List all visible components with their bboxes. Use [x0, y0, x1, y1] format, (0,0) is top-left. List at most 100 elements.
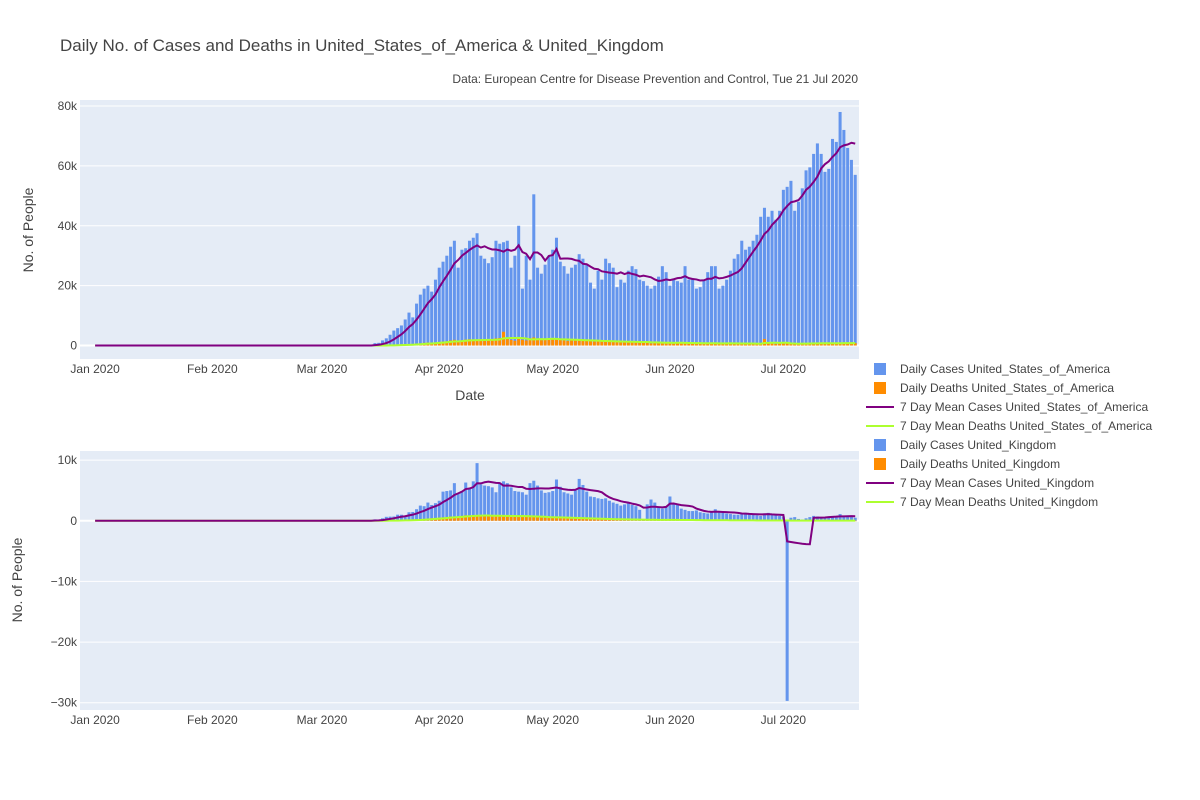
daily-deaths-bar [528, 338, 532, 346]
daily-deaths-bar [471, 514, 475, 521]
daily-cases-bar [698, 512, 702, 521]
daily-cases-bar [581, 484, 585, 521]
legend[interactable]: Daily Cases United_States_of_America Dail… [866, 362, 1152, 509]
daily-cases-bar [842, 129, 846, 346]
daily-cases-bar [585, 491, 589, 521]
daily-cases-bar [524, 255, 528, 346]
legend-swatch-bar [874, 458, 886, 470]
daily-cases-bar [604, 258, 608, 346]
daily-cases-bar [664, 272, 668, 346]
x-tick-labels-uk: Jan 2020 Feb 2020 Mar 2020 Apr 2020 May 2020… [70, 713, 806, 727]
daily-cases-bar [725, 513, 729, 521]
daily-cases-bar [479, 255, 483, 346]
daily-cases-bar [675, 504, 679, 521]
daily-cases-bar [566, 493, 570, 521]
legend-item[interactable]: Daily Cases United_Kingdom [874, 438, 1056, 452]
daily-deaths-bar [532, 337, 536, 346]
daily-deaths-bar [505, 338, 509, 346]
daily-deaths-bar [490, 516, 494, 521]
daily-cases-bar [600, 279, 604, 346]
daily-cases-bar [683, 509, 687, 521]
x-tick-label: Jul 2020 [761, 362, 807, 376]
legend-item[interactable]: Daily Deaths United_States_of_America [874, 381, 1114, 395]
daily-cases-bar [626, 270, 630, 346]
daily-deaths-bar [630, 341, 634, 346]
daily-deaths-bar [778, 343, 782, 346]
legend-item[interactable]: Daily Deaths United_Kingdom [874, 457, 1060, 471]
daily-deaths-bar [573, 518, 577, 521]
legend-item[interactable]: Daily Cases United_States_of_America [874, 362, 1110, 376]
daily-deaths-bar [566, 518, 570, 521]
daily-cases-bar [653, 285, 657, 346]
daily-deaths-bar [467, 515, 472, 521]
legend-swatch-bar [874, 439, 886, 451]
daily-deaths-bar [604, 518, 608, 521]
x-axis-title-usa: Date [455, 387, 485, 403]
daily-deaths-bar [452, 339, 456, 346]
daily-cases-bar [698, 287, 702, 346]
daily-cases-bar [660, 266, 664, 346]
legend-item[interactable]: 7 Day Mean Cases United_Kingdom [866, 476, 1094, 490]
daily-cases-bar [502, 481, 506, 521]
daily-deaths-bar [766, 342, 770, 346]
daily-deaths-bar [524, 516, 528, 521]
daily-deaths-bar [744, 344, 748, 346]
daily-cases-bar [626, 503, 630, 521]
daily-cases-bar [418, 294, 422, 346]
daily-cases-bar [573, 490, 577, 521]
daily-cases-bar [430, 291, 434, 346]
daily-deaths-bar [558, 339, 562, 346]
daily-deaths-bar [781, 343, 785, 346]
x-tick-label: Jun 2020 [645, 713, 695, 727]
daily-deaths-bar [543, 517, 547, 521]
daily-cases-bar [645, 285, 649, 346]
daily-cases-bar [740, 240, 744, 346]
daily-deaths-bar [494, 516, 498, 521]
daily-deaths-bar [694, 343, 698, 346]
daily-cases-bar [543, 492, 547, 521]
daily-deaths-bar [736, 343, 740, 346]
daily-deaths-bar [452, 516, 456, 521]
daily-deaths-bar [479, 339, 483, 346]
x-tick-label: Apr 2020 [415, 362, 464, 376]
daily-cases-bar [592, 288, 596, 346]
daily-deaths-bar [740, 343, 744, 346]
legend-item[interactable]: 7 Day Mean Cases United_States_of_Americ… [866, 400, 1148, 414]
daily-cases-bar [467, 240, 472, 346]
daily-deaths-bar [638, 342, 642, 346]
daily-deaths-bar [607, 519, 611, 521]
daily-cases-bar [747, 514, 751, 521]
daily-cases-bar [664, 506, 668, 521]
daily-deaths-bar [846, 343, 850, 346]
daily-cases-bar [808, 167, 812, 346]
daily-cases-bar [831, 516, 835, 521]
daily-deaths-bar [793, 344, 797, 346]
daily-cases-bar [657, 276, 661, 346]
daily-cases-bar [849, 517, 853, 521]
daily-cases-bar [411, 317, 415, 346]
daily-cases-bar [672, 503, 676, 521]
legend-item[interactable]: 7 Day Mean Deaths United_Kingdom [866, 495, 1098, 509]
daily-cases-bar [721, 285, 725, 346]
daily-cases-bar [433, 503, 437, 521]
daily-cases-bar [785, 520, 789, 701]
daily-deaths-bar [441, 341, 445, 346]
daily-cases-bar [827, 168, 831, 346]
daily-cases-bar [498, 243, 502, 346]
x-tick-label: May 2020 [526, 713, 579, 727]
daily-deaths-bar [498, 515, 502, 521]
daily-cases-bar [638, 509, 642, 521]
daily-deaths-bar [581, 518, 585, 521]
daily-cases-bar [728, 514, 732, 521]
legend-item[interactable]: 7 Day Mean Deaths United_States_of_Ameri… [866, 419, 1152, 433]
daily-cases-bar [464, 248, 468, 346]
daily-deaths-bar [520, 339, 524, 346]
daily-cases-bar [774, 219, 778, 346]
daily-deaths-bar [517, 516, 521, 521]
daily-deaths-bar [698, 343, 702, 346]
daily-cases-bar [528, 279, 532, 346]
daily-deaths-bar [475, 340, 479, 346]
daily-cases-bar [449, 490, 453, 521]
daily-cases-bar [539, 490, 543, 521]
daily-deaths-bar [456, 516, 460, 521]
